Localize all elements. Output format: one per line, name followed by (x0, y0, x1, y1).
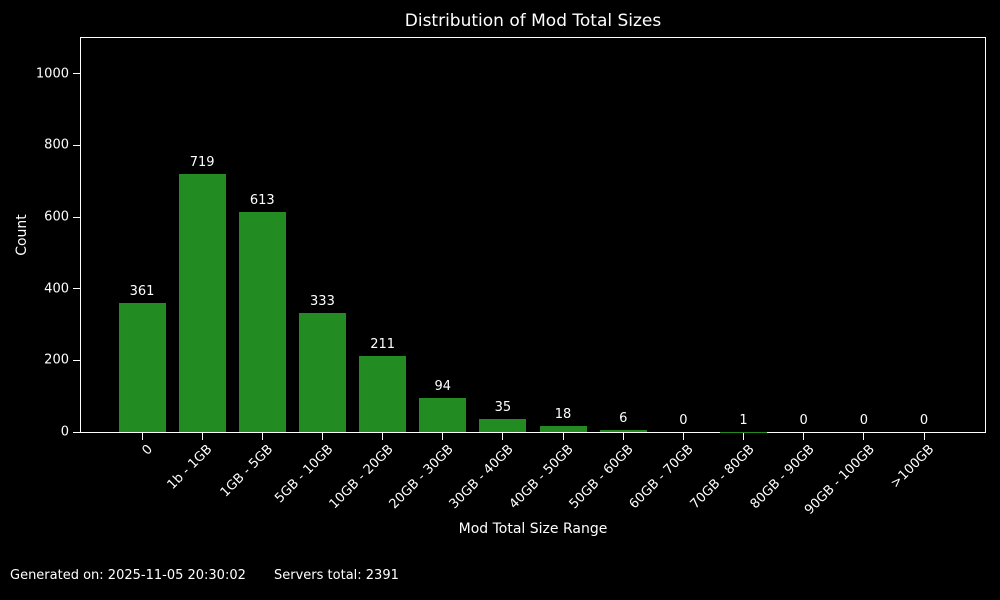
bar-value-label: 35 (494, 400, 512, 416)
bar (479, 419, 527, 432)
y-tick-label: 800 (44, 137, 69, 153)
x-tick-mark (863, 433, 865, 440)
x-tick-mark (382, 433, 384, 440)
x-tick-mark (321, 433, 323, 440)
bar-value-label: 211 (370, 337, 396, 353)
x-tick-label: 1GB - 5GB (217, 442, 276, 501)
y-tick-mark (73, 216, 80, 218)
bar (298, 312, 346, 432)
x-tick-label: 70GB - 80GB (687, 442, 758, 513)
bar-value-label: 0 (799, 413, 808, 428)
x-tick-mark (803, 433, 805, 440)
y-tick-label: 200 (44, 352, 69, 368)
x-tick-label: >100GB (888, 442, 938, 492)
y-axis-label: Count (14, 214, 30, 256)
x-axis-label: Mod Total Size Range (458, 521, 608, 537)
y-tick-mark (73, 73, 80, 75)
y-tick-label: 1000 (35, 66, 69, 82)
x-tick-mark (682, 433, 684, 440)
bar (599, 429, 647, 432)
footer: Generated on: 2025-11-05 20:30:02 Server… (10, 568, 423, 583)
x-tick-mark (743, 433, 745, 440)
y-tick-mark (73, 288, 80, 290)
x-tick-mark (923, 433, 925, 440)
bar-value-label: 719 (189, 155, 215, 171)
x-tick-mark (201, 433, 203, 440)
servers-total: Servers total: 2391 (274, 568, 399, 583)
x-tick-mark (141, 433, 143, 440)
bar (359, 356, 407, 432)
x-tick-mark (261, 433, 263, 440)
x-tick-mark (442, 433, 444, 440)
x-tick-label: 1b - 1GB (165, 442, 216, 493)
generated-timestamp: Generated on: 2025-11-05 20:30:02 (10, 568, 246, 583)
bar-value-label: 0 (679, 413, 688, 428)
y-tick-label: 600 (44, 209, 69, 225)
bar-value-label: 333 (310, 293, 335, 309)
bar (178, 174, 226, 432)
x-tick-label: 0 (139, 442, 156, 459)
bar (539, 425, 587, 432)
x-tick-mark (562, 433, 564, 440)
y-tick-mark (73, 359, 80, 361)
bar-value-label: 361 (129, 283, 155, 299)
bar (118, 302, 166, 432)
bar-value-label: 613 (249, 193, 275, 209)
x-tick-label: 60GB - 70GB (626, 442, 697, 513)
y-tick-label: 400 (44, 281, 69, 297)
bar-value-label: 18 (554, 406, 572, 422)
bar-value-label: 0 (919, 413, 929, 428)
x-tick-mark (622, 433, 624, 440)
y-tick-mark (73, 431, 80, 433)
bar-value-label: 94 (434, 379, 452, 395)
x-tick-label: 5GB - 10GB (271, 442, 337, 507)
plot-area: 0 200 400 600 800 1000 0 361 1b - 1GB 719 1GB - 5G… (36, 37, 986, 518)
bar (419, 398, 467, 432)
bar-value-label: 0 (859, 413, 868, 428)
chart-title: Distribution of Mod Total Sizes (404, 11, 662, 31)
y-tick-label: 0 (60, 424, 69, 440)
y-tick-mark (73, 144, 80, 146)
bar (238, 212, 286, 432)
bar-value-label: 6 (619, 410, 628, 426)
x-tick-mark (502, 433, 504, 440)
bar-value-label: 1 (739, 412, 748, 428)
